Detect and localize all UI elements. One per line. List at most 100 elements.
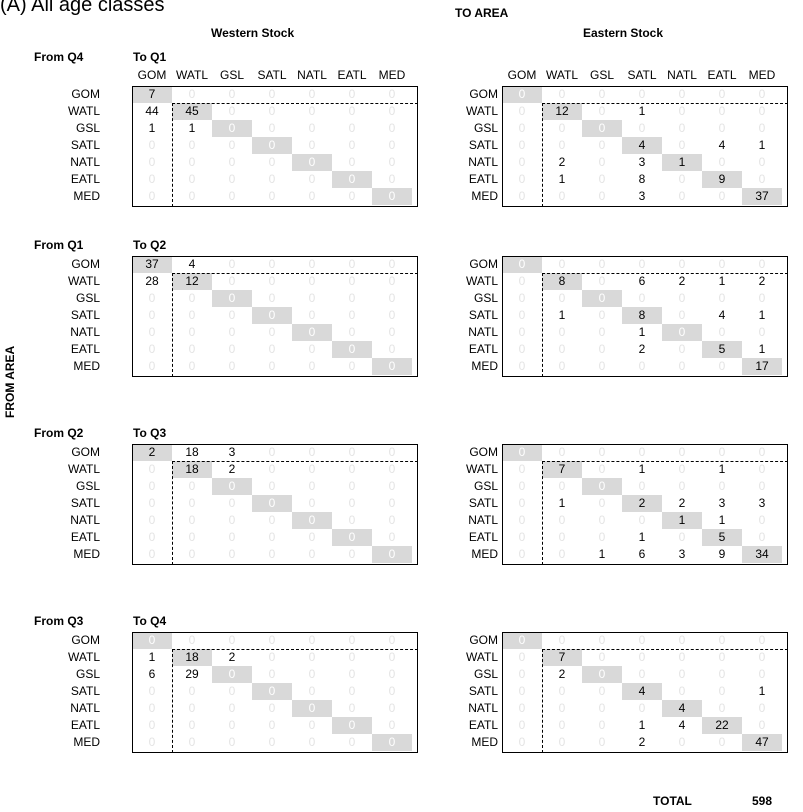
matrix-cell: 0 <box>148 547 156 561</box>
matrix-cell: 0 <box>308 684 316 698</box>
matrix-cell: 0 <box>502 444 542 461</box>
matrix-cell: 37 <box>132 256 172 273</box>
matrix-cell: 0 <box>758 121 766 135</box>
matrix-cell: 0 <box>718 735 726 749</box>
matrix-cell: 0 <box>268 172 276 186</box>
matrix-cell: 0 <box>758 633 766 647</box>
matrix-cell: 0 <box>188 308 196 322</box>
column-header-med: MED <box>378 68 406 82</box>
from-quarter-label: From Q4 <box>34 50 84 64</box>
matrix-cell: 0 <box>268 479 276 493</box>
row-label-satl: SATL <box>468 308 498 322</box>
matrix-cell: 0 <box>718 104 726 118</box>
matrix-cell: 0 <box>558 530 566 544</box>
matrix-cell: 6 <box>638 547 646 561</box>
matrix-cell: 0 <box>598 257 606 271</box>
matrix-cell: 0 <box>228 530 236 544</box>
matrix-cell: 0 <box>598 445 606 459</box>
matrix-cell: 0 <box>268 359 276 373</box>
to-quarter-label: To Q1 <box>133 50 167 64</box>
matrix-cell: 0 <box>718 189 726 203</box>
matrix-cell: 0 <box>518 462 526 476</box>
matrix-cell: 0 <box>372 546 412 563</box>
to-area-label: TO AREA <box>455 6 509 20</box>
matrix-cell: 6 <box>638 274 646 288</box>
matrix-cell: 0 <box>518 172 526 186</box>
matrix-cell: 28 <box>145 274 159 288</box>
matrix-cell: 0 <box>718 650 726 664</box>
row-label-eatl: EATL <box>70 342 100 356</box>
matrix-cell: 0 <box>212 120 252 137</box>
matrix-cell: 0 <box>388 155 396 169</box>
matrix-cell: 2 <box>132 444 172 461</box>
column-header-eatl: EATL <box>337 68 367 82</box>
matrix-cell: 0 <box>678 650 686 664</box>
matrix-cell: 1 <box>598 547 606 561</box>
row-label-med: MED <box>73 359 100 373</box>
row-label-satl: SATL <box>468 496 498 510</box>
matrix-cell: 18 <box>185 445 199 459</box>
matrix-cell: 0 <box>678 121 686 135</box>
matrix-cell: 0 <box>558 257 566 271</box>
matrix-cell: 0 <box>188 530 196 544</box>
matrix-cell: 0 <box>638 633 646 647</box>
matrix-cell: 0 <box>558 445 566 459</box>
matrix-cell: 2 <box>622 495 662 512</box>
matrix-cell: 0 <box>268 325 276 339</box>
row-label-med: MED <box>471 359 498 373</box>
matrix-cell: 0 <box>758 445 766 459</box>
matrix-cell: 0 <box>348 155 356 169</box>
matrix-cell: 0 <box>268 735 276 749</box>
matrix-cell: 0 <box>388 121 396 135</box>
matrix-cell: 0 <box>348 104 356 118</box>
matrix-cell: 18 <box>172 649 212 666</box>
matrix-cell: 0 <box>348 308 356 322</box>
matrix-cell: 0 <box>758 650 766 664</box>
column-header-satl: SATL <box>257 68 287 82</box>
matrix-cell: 0 <box>148 479 156 493</box>
row-label-satl: SATL <box>70 496 100 510</box>
matrix-cell: 0 <box>188 513 196 527</box>
mediterranean-atlantic-box <box>542 103 788 207</box>
matrix-cell: 0 <box>308 530 316 544</box>
mediterranean-atlantic-box <box>172 461 418 565</box>
column-header-gsl: GSL <box>219 68 244 82</box>
matrix-cell: 5 <box>702 529 742 546</box>
matrix-cell: 0 <box>252 307 292 324</box>
matrix-cell: 0 <box>598 359 606 373</box>
matrix-cell: 0 <box>188 359 196 373</box>
matrix-cell: 1 <box>758 308 766 322</box>
matrix-cell: 0 <box>518 155 526 169</box>
row-label-med: MED <box>471 735 498 749</box>
matrix-cell: 0 <box>718 359 726 373</box>
matrix-cell: 0 <box>148 359 156 373</box>
matrix-cell: 0 <box>558 479 566 493</box>
matrix-cell: 0 <box>758 718 766 732</box>
matrix-cell: 0 <box>348 257 356 271</box>
row-label-natl: NATL <box>468 155 498 169</box>
matrix-cell: 0 <box>308 735 316 749</box>
matrix-cell: 0 <box>678 359 686 373</box>
matrix-cell: 0 <box>758 513 766 527</box>
matrix-cell: 0 <box>678 684 686 698</box>
matrix-cell: 0 <box>348 87 356 101</box>
matrix-cell: 0 <box>228 172 236 186</box>
matrix-cell: 0 <box>188 735 196 749</box>
row-label-eatl: EATL <box>70 530 100 544</box>
matrix-cell: 0 <box>372 358 412 375</box>
matrix-cell: 1 <box>662 154 702 171</box>
row-label-eatl: EATL <box>468 718 498 732</box>
column-header-natl: NATL <box>667 68 697 82</box>
row-label-gsl: GSL <box>75 291 100 305</box>
from-quarter-label: From Q1 <box>34 238 84 252</box>
matrix-cell: 1 <box>638 530 646 544</box>
matrix-cell: 0 <box>718 291 726 305</box>
matrix-cell: 2 <box>558 667 566 681</box>
matrix-cell: 2 <box>638 735 646 749</box>
matrix-cell: 0 <box>518 104 526 118</box>
matrix-cell: 0 <box>268 650 276 664</box>
matrix-cell: 0 <box>558 291 566 305</box>
matrix-cell: 7 <box>542 461 582 478</box>
mediterranean-atlantic-box <box>542 273 788 377</box>
matrix-cell: 0 <box>148 735 156 749</box>
